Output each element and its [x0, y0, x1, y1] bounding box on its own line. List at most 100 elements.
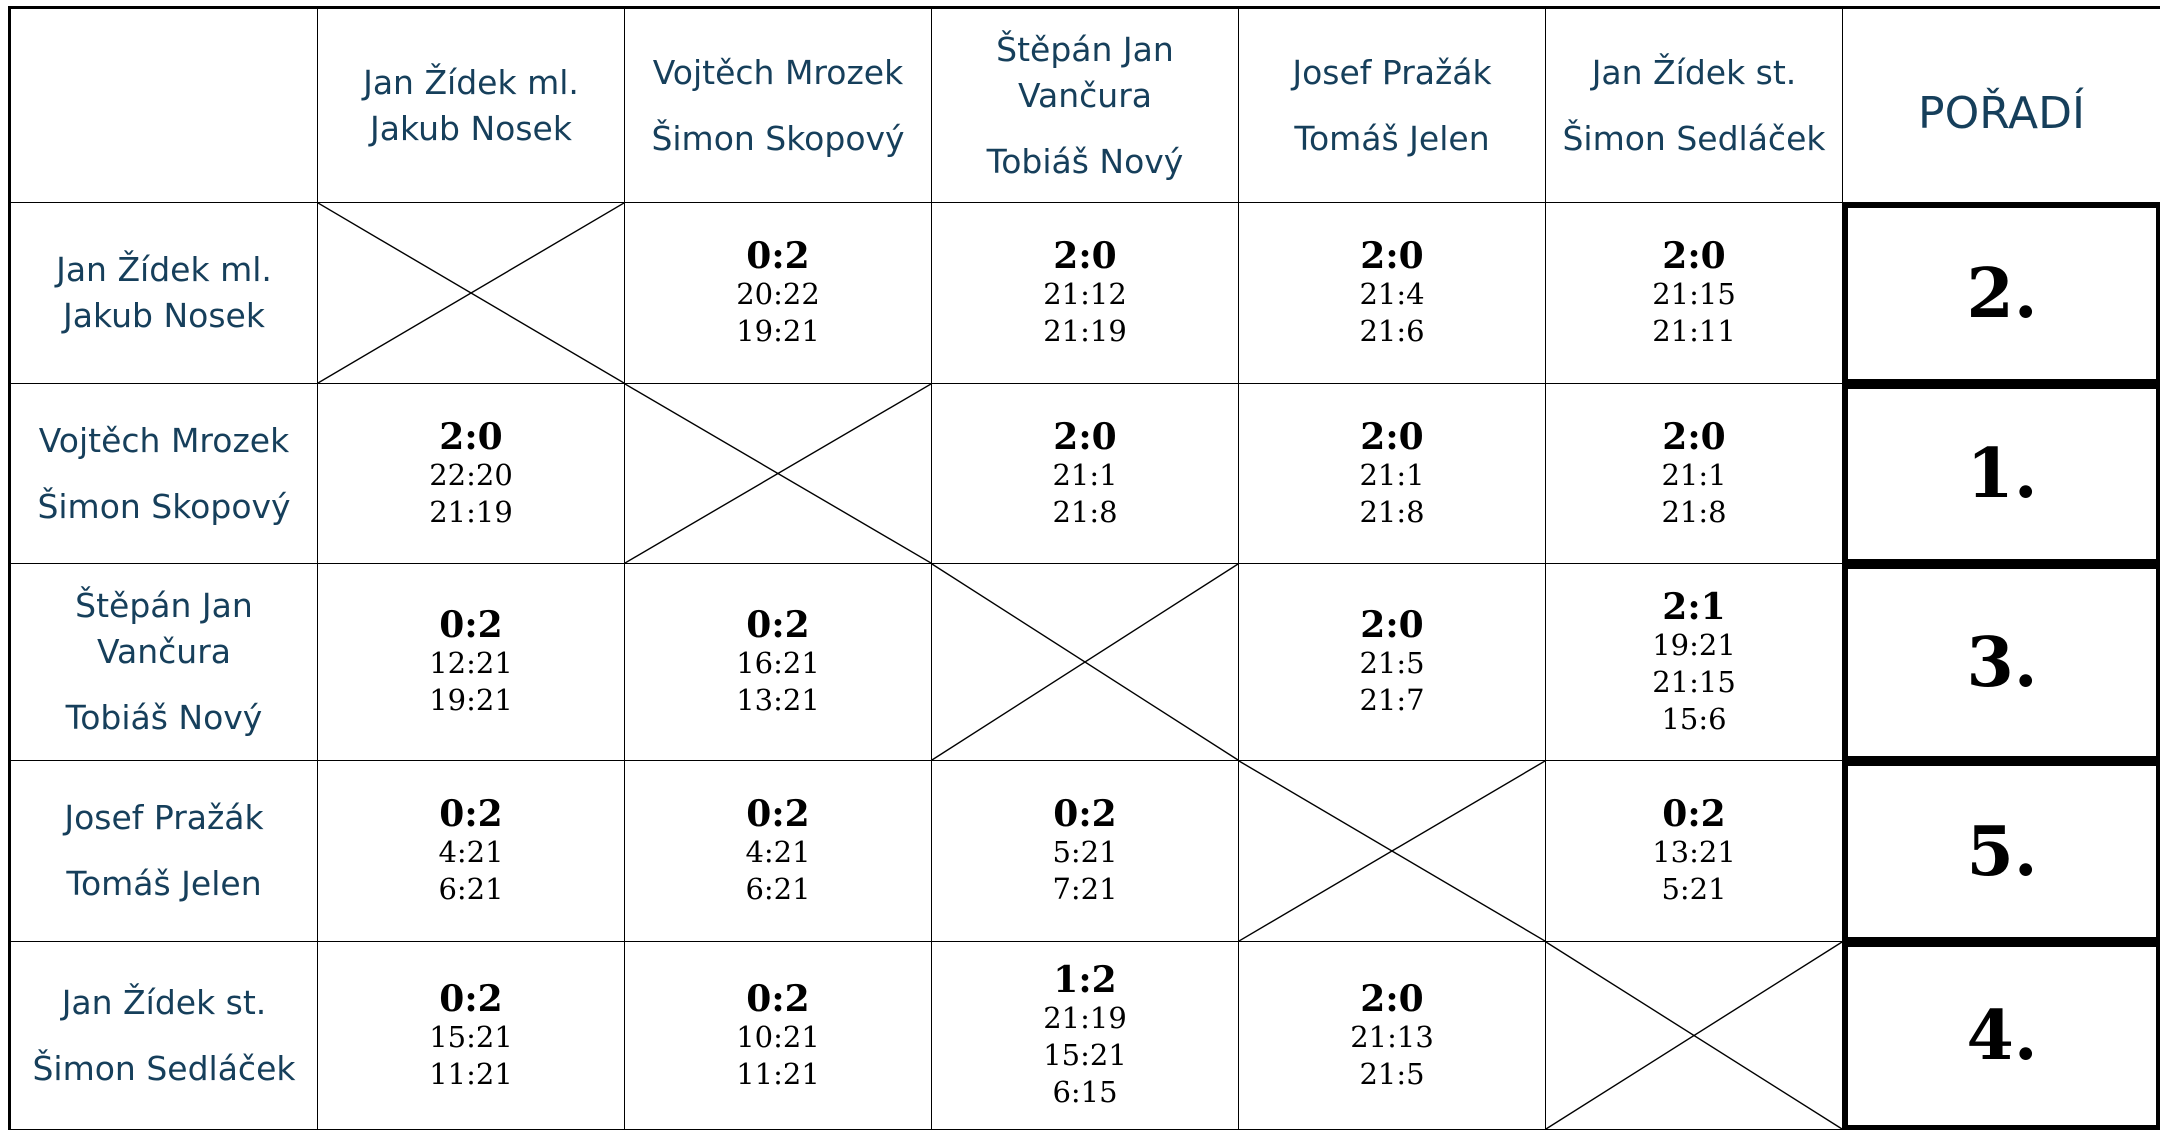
set-score: 21:1 [1661, 457, 1727, 492]
set-score: 6:21 [438, 872, 504, 906]
column-header-team-4: Josef Pražák Tomáš Jelen [1239, 9, 1546, 203]
match-score-cell: 2:0 21:5 21:7 [1239, 564, 1546, 761]
match-result: 0:2 [439, 977, 503, 1020]
ranking-header: POŘADÍ [1843, 9, 2160, 203]
set-score: 19:21 [1652, 627, 1736, 662]
match-score-cell: 0:2 12:21 19:21 [318, 564, 625, 761]
match-score-cell: 2:0 21:4 21:6 [1239, 203, 1546, 384]
match-result: 0:2 [746, 977, 810, 1020]
match-score-cell: 0:2 4:21 6:21 [318, 761, 625, 942]
team-name-line: Šimon Skopový [651, 118, 905, 158]
match-score-cell: 0:2 5:21 7:21 [932, 761, 1239, 942]
cross-mark [932, 564, 1238, 760]
match-result: 0:2 [746, 235, 810, 277]
set-score: 21:19 [1043, 314, 1127, 348]
match-score-cell: 0:2 15:21 11:21 [318, 942, 625, 1130]
team-name-line: Vojtěch Mrozek [653, 50, 903, 96]
rank-cell: 4. [1843, 942, 2160, 1130]
cross-mark [318, 203, 624, 383]
cross-mark [1546, 942, 1842, 1129]
match-score-cell: 1:2 21:19 15:21 6:15 [932, 942, 1239, 1130]
team-name-line: Jan Žídek st. [61, 982, 267, 1022]
column-header-team-5: Jan Žídek st. Šimon Sedláček [1546, 9, 1843, 203]
set-score: 15:21 [1043, 1038, 1127, 1072]
team-name-line: Tomáš Jelen [66, 864, 262, 903]
row-header-team-1: Jan Žídek ml. Jakub Nosek [11, 203, 318, 384]
match-score-cell: 0:2 4:21 6:21 [625, 761, 932, 942]
set-score: 21:8 [1052, 494, 1118, 529]
set-score: 21:13 [1350, 1019, 1434, 1054]
set-score: 21:5 [1359, 1056, 1425, 1091]
cross-line [1239, 761, 1545, 941]
set-score: 19:21 [736, 314, 820, 348]
match-result: 2:0 [1360, 235, 1424, 277]
match-score-cell: 0:2 13:21 5:21 [1546, 761, 1843, 942]
cross-line [1546, 942, 1842, 1129]
column-header-team-1: Jan Žídek ml. Jakub Nosek [318, 9, 625, 203]
corner-cell [11, 9, 318, 203]
self-match-cell [318, 203, 625, 384]
match-result: 2:0 [1053, 235, 1117, 277]
match-result: 2:0 [1662, 415, 1726, 458]
set-score: 19:21 [429, 683, 513, 717]
team-name-line: Josef Pražák [1292, 52, 1492, 92]
set-score: 21:1 [1052, 457, 1118, 492]
set-score: 21:19 [1043, 1001, 1127, 1035]
team-name-line: Jan Žídek ml. [363, 62, 579, 102]
set-score: 7:21 [1052, 872, 1118, 906]
round-robin-table: Jan Žídek ml. Jakub Nosek Vojtěch Mrozek… [8, 6, 2160, 1130]
team-name-line: Vojtěch Mrozek [38, 420, 290, 460]
match-score-cell: 0:2 16:21 13:21 [625, 564, 932, 761]
team-name-line: Jan Žídek st. [1591, 52, 1797, 92]
team-name-line: Štěpán Jan [996, 29, 1174, 69]
row-header-team-3: Štěpán Jan Vančura Tobiáš Nový [11, 564, 318, 761]
row-header-team-5: Jan Žídek st. Šimon Sedláček [11, 942, 318, 1130]
match-result: 2:0 [439, 415, 503, 458]
set-score: 6:21 [745, 872, 811, 906]
set-score: 21:15 [1652, 277, 1736, 311]
match-score-cell: 2:1 19:21 21:15 15:6 [1546, 564, 1843, 761]
set-score: 21:4 [1359, 277, 1425, 311]
team-name-line: Šimon Sedláček [1562, 118, 1826, 158]
self-match-cell [1239, 761, 1546, 942]
team-name-line: Tobiáš Nový [65, 698, 263, 737]
match-score-cell: 0:2 10:21 11:21 [625, 942, 932, 1130]
team-name-line: Jakub Nosek [63, 296, 265, 335]
set-score: 11:21 [736, 1056, 820, 1091]
self-match-cell [1546, 942, 1843, 1130]
match-result: 0:2 [746, 793, 810, 835]
team-name-line: Šimon Sedláček [32, 1048, 296, 1088]
set-score: 21:12 [1043, 277, 1127, 311]
set-score: 5:21 [1052, 835, 1118, 869]
set-score: 21:6 [1359, 314, 1425, 348]
set-score: 6:15 [1052, 1075, 1118, 1109]
set-score: 10:21 [736, 1019, 820, 1054]
cross-mark [1239, 761, 1545, 941]
set-score: 21:8 [1359, 494, 1425, 529]
set-score: 21:7 [1359, 683, 1425, 717]
team-name-line: Jakub Nosek [370, 108, 572, 148]
match-score-cell: 2:0 21:13 21:5 [1239, 942, 1546, 1130]
match-score-cell: 2:0 21:1 21:8 [932, 384, 1239, 564]
cross-mark [625, 384, 931, 563]
cross-line [932, 564, 1238, 760]
team-name-line: Vančura [1018, 75, 1152, 115]
team-name-line: Jan Žídek ml. [56, 250, 272, 289]
match-score-cell: 2:0 21:1 21:8 [1546, 384, 1843, 564]
team-name-line: Vančura [97, 632, 231, 671]
match-result: 2:0 [1360, 604, 1424, 646]
rank-cell: 5. [1843, 761, 2160, 942]
set-score: 16:21 [736, 646, 820, 680]
team-name-line: Štěpán Jan [75, 586, 253, 625]
set-score: 21:8 [1661, 494, 1727, 529]
set-score: 12:21 [429, 646, 513, 680]
column-header-team-2: Vojtěch Mrozek Šimon Skopový [625, 9, 932, 203]
cross-line [625, 384, 931, 563]
row-header-team-4: Josef Pražák Tomáš Jelen [11, 761, 318, 942]
set-score: 21:5 [1359, 646, 1425, 680]
set-score: 21:19 [429, 494, 513, 529]
set-score: 13:21 [736, 683, 820, 717]
set-score: 13:21 [1652, 835, 1736, 869]
self-match-cell [625, 384, 932, 564]
match-result: 2:0 [1053, 415, 1117, 458]
